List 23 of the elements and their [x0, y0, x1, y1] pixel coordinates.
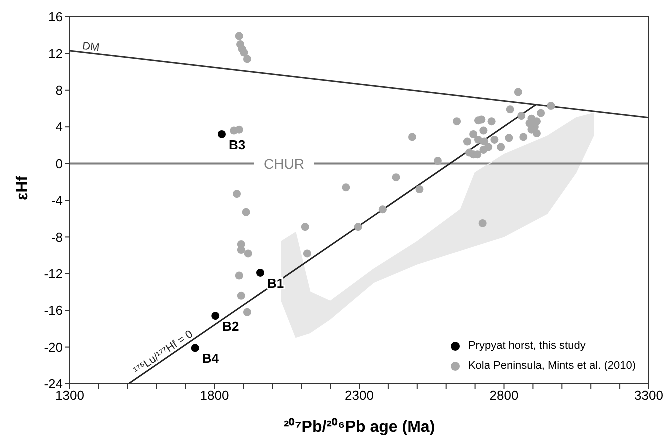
y-tick-label: -8 [51, 230, 63, 245]
legend-label: Prypyat horst, this study [468, 339, 586, 354]
y-tick-label: -16 [44, 303, 63, 318]
x-tick-label: 1800 [200, 388, 230, 404]
annotation: B3 [228, 137, 246, 152]
x-tick-label: 2800 [490, 388, 519, 404]
legend-label: Kola Peninsula, Mints et al. (2010) [468, 359, 636, 374]
x-tick-label: 3300 [634, 388, 664, 404]
annotation: B2 [222, 319, 240, 334]
y-tick-label: -12 [44, 266, 63, 282]
y-tick-label: 16 [48, 10, 63, 25]
y-axis-title: εHf [14, 175, 32, 200]
y-tick-label: 12 [48, 46, 63, 62]
y-tick-label: -4 [51, 193, 63, 208]
text: DM [82, 40, 100, 54]
x-tick-label: 2300 [345, 388, 374, 404]
y-tick-label: 8 [56, 83, 63, 98]
y-tick-label: -20 [44, 340, 63, 355]
y-tick-label: 4 [56, 120, 63, 135]
x-axis-title: ²⁰⁷Pb/²⁰⁶Pb age (Ma) [284, 418, 436, 436]
annotation: B4 [202, 351, 220, 366]
y-tick-label: 0 [56, 156, 63, 172]
ref-line-label: CHUR [264, 156, 304, 172]
